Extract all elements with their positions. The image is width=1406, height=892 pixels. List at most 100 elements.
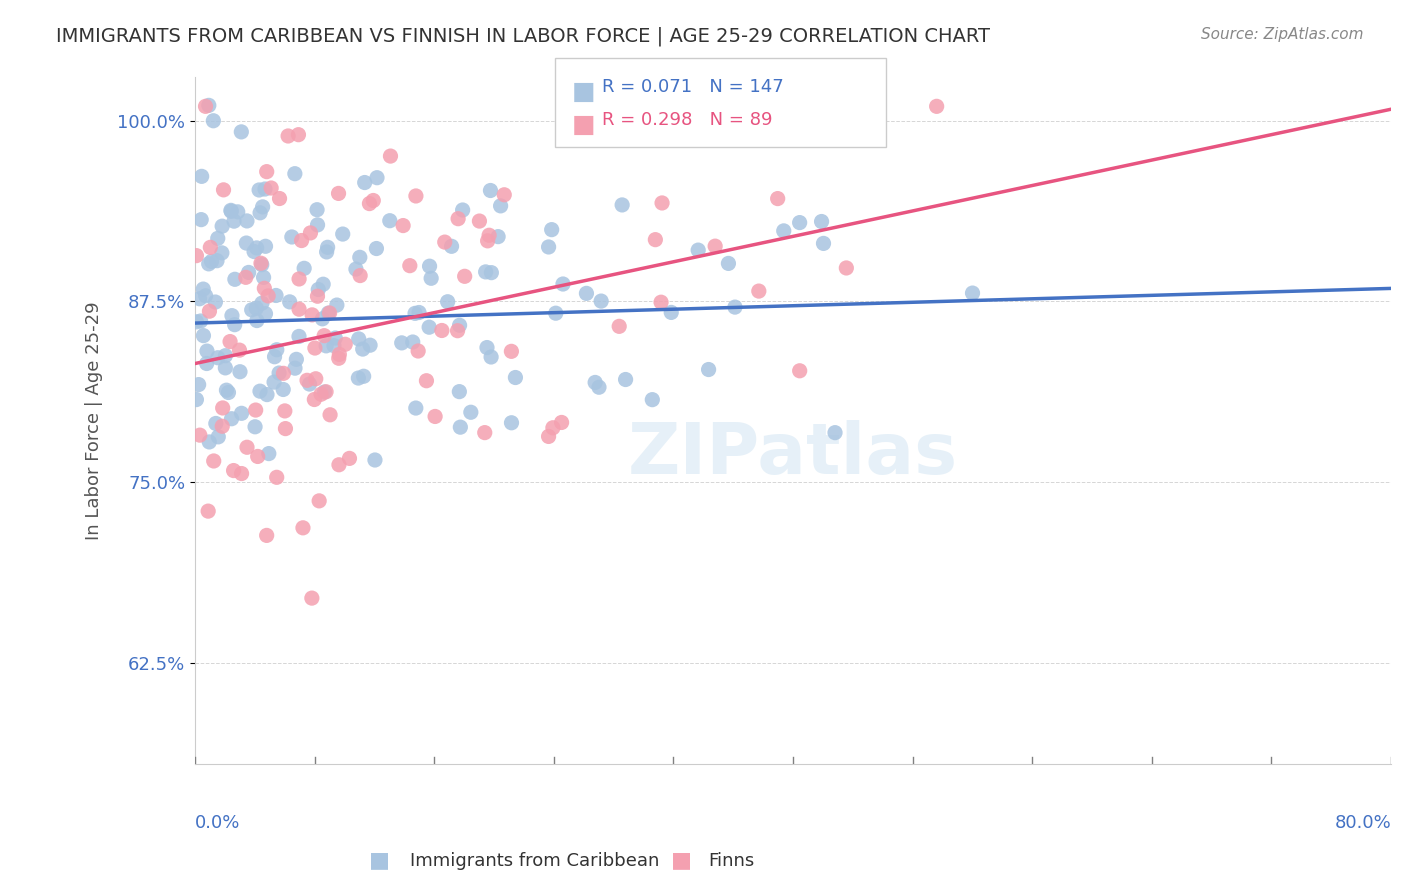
Point <box>479 184 502 198</box>
Point <box>772 224 794 238</box>
Point <box>688 243 710 257</box>
Point <box>224 318 246 332</box>
Point <box>447 211 470 226</box>
Point <box>789 216 811 230</box>
Point <box>207 231 229 245</box>
Point <box>274 421 297 435</box>
Point <box>704 239 727 253</box>
Point <box>378 213 401 227</box>
Point <box>200 254 222 268</box>
Point <box>468 214 491 228</box>
Point <box>266 343 288 357</box>
Point <box>641 392 664 407</box>
Point <box>501 344 523 359</box>
Point <box>194 99 217 113</box>
Point <box>231 406 253 420</box>
Point <box>748 284 770 298</box>
Point <box>314 328 336 343</box>
Point <box>243 419 266 434</box>
Point <box>207 430 229 444</box>
Point <box>288 272 311 286</box>
Point <box>224 272 246 286</box>
Point <box>353 176 375 190</box>
Point <box>607 319 630 334</box>
Point <box>813 236 835 251</box>
Point <box>314 384 336 399</box>
Point <box>212 183 235 197</box>
Point <box>575 286 598 301</box>
Point <box>301 308 323 322</box>
Point <box>298 377 321 392</box>
Point <box>260 181 283 195</box>
Point <box>335 337 357 351</box>
Point <box>249 206 271 220</box>
Point <box>292 261 315 276</box>
Point <box>591 294 613 309</box>
Point <box>415 374 437 388</box>
Point <box>430 324 453 338</box>
Point <box>614 372 637 386</box>
Point <box>284 167 307 181</box>
Text: ■: ■ <box>672 850 692 870</box>
Point <box>301 591 323 606</box>
Point <box>228 343 250 358</box>
Point <box>501 416 523 430</box>
Point <box>240 302 263 317</box>
Point <box>477 234 499 248</box>
Point <box>307 218 329 232</box>
Text: R = 0.071   N = 147: R = 0.071 N = 147 <box>602 78 783 95</box>
Point <box>588 380 610 394</box>
Point <box>197 504 219 518</box>
Point <box>419 259 441 273</box>
Point <box>284 361 307 376</box>
Point <box>349 250 371 264</box>
Point <box>380 149 402 163</box>
Point <box>474 265 496 279</box>
Point <box>451 202 474 217</box>
Point <box>205 253 228 268</box>
Point <box>724 300 747 314</box>
Point <box>269 192 291 206</box>
Point <box>479 266 502 280</box>
Point <box>550 416 572 430</box>
Text: ■: ■ <box>572 80 596 104</box>
Point <box>408 305 430 319</box>
Point <box>361 194 384 208</box>
Point <box>226 204 249 219</box>
Point <box>405 401 427 415</box>
Point <box>332 227 354 241</box>
Point <box>494 187 516 202</box>
Point <box>219 203 242 218</box>
Point <box>392 219 415 233</box>
Point <box>551 277 574 291</box>
Point <box>190 212 212 227</box>
Point <box>307 283 329 297</box>
Point <box>440 239 463 253</box>
Point <box>295 373 318 387</box>
Point <box>319 408 342 422</box>
Point <box>231 125 253 139</box>
Point <box>402 334 425 349</box>
Point <box>326 298 349 312</box>
Point <box>193 282 215 296</box>
Point <box>238 265 260 279</box>
Point <box>246 450 269 464</box>
Point <box>202 454 225 468</box>
Point <box>489 199 512 213</box>
Point <box>644 233 666 247</box>
Point <box>418 320 440 334</box>
Point <box>449 384 471 399</box>
Point <box>398 259 420 273</box>
Point <box>207 351 229 365</box>
Point <box>194 289 217 303</box>
Point <box>287 128 309 142</box>
Point <box>583 376 606 390</box>
Point <box>328 186 350 201</box>
Point <box>250 258 273 272</box>
Text: 80.0%: 80.0% <box>1334 814 1391 832</box>
Point <box>252 200 274 214</box>
Point <box>187 377 209 392</box>
Text: R = 0.298   N = 89: R = 0.298 N = 89 <box>602 111 772 128</box>
Point <box>190 314 212 328</box>
Point <box>478 228 501 243</box>
